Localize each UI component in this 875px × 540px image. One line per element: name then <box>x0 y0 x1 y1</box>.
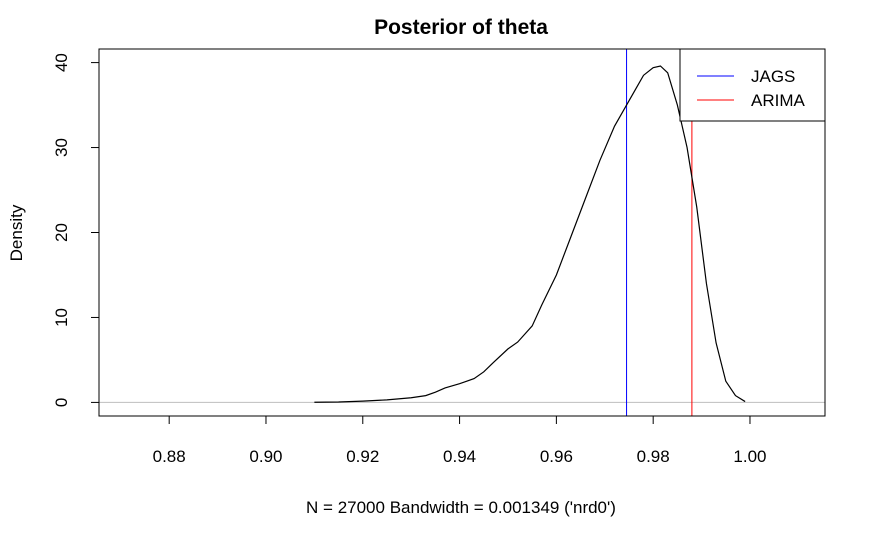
x-tick-label: 0.88 <box>153 447 186 466</box>
density-curve <box>314 65 746 403</box>
x-tick-label: 1.00 <box>733 447 766 466</box>
x-tick-label: 0.94 <box>443 447 476 466</box>
x-tick-label: 0.96 <box>540 447 573 466</box>
x-tick-label: 0.92 <box>346 447 379 466</box>
x-tick-label: 0.98 <box>637 447 670 466</box>
x-tick-label: 0.90 <box>249 447 282 466</box>
x-axis-label: N = 27000 Bandwidth = 0.001349 ('nrd0') <box>306 498 616 517</box>
y-tick-label: 10 <box>52 308 71 327</box>
x-axis: 0.88 0.90 0.92 0.94 0.96 0.98 1.00 <box>153 415 767 466</box>
y-axis: 0 10 20 30 40 <box>52 53 100 407</box>
y-tick-label: 0 <box>52 398 71 407</box>
y-tick-label: 30 <box>52 138 71 157</box>
y-tick-label: 20 <box>52 223 71 242</box>
legend-box <box>679 48 826 122</box>
legend-label-jags: JAGS <box>751 67 795 86</box>
chart-title: Posterior of theta <box>374 16 548 39</box>
y-axis-label: Density <box>7 204 26 261</box>
y-tick-label: 40 <box>52 53 71 72</box>
legend-label-arima: ARIMA <box>751 91 806 110</box>
